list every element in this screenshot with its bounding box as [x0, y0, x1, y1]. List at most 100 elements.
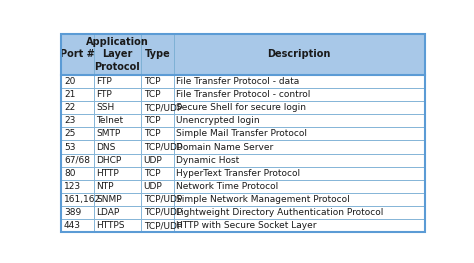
Bar	[61, 88, 94, 101]
Bar	[94, 101, 141, 114]
Bar	[174, 114, 425, 127]
Bar	[61, 140, 94, 154]
Bar	[174, 180, 425, 193]
Bar	[174, 193, 425, 206]
Bar	[141, 101, 174, 114]
Bar	[174, 140, 425, 154]
Text: TCP: TCP	[144, 116, 160, 125]
Bar	[174, 101, 425, 114]
Text: 389: 389	[64, 208, 81, 217]
Text: TCP: TCP	[144, 129, 160, 138]
Bar	[141, 114, 174, 127]
Text: HTTPS: HTTPS	[96, 221, 125, 230]
Bar	[61, 154, 94, 167]
Text: 53: 53	[64, 143, 75, 151]
Bar	[94, 180, 141, 193]
Text: TCP: TCP	[144, 169, 160, 178]
Bar	[94, 206, 141, 219]
Bar	[174, 167, 425, 180]
Text: DHCP: DHCP	[96, 156, 122, 165]
Text: LDAP: LDAP	[96, 208, 119, 217]
Text: 22: 22	[64, 103, 75, 112]
Text: HTTP: HTTP	[96, 169, 119, 178]
Text: TCP/UDP: TCP/UDP	[144, 208, 182, 217]
Text: SSH: SSH	[96, 103, 115, 112]
Bar	[94, 127, 141, 140]
Text: Application
Layer
Protocol: Application Layer Protocol	[86, 37, 149, 72]
Bar	[61, 219, 94, 232]
Text: Telnet: Telnet	[96, 116, 124, 125]
Text: Simple Network Management Protocol: Simple Network Management Protocol	[176, 195, 350, 204]
Bar	[94, 193, 141, 206]
Bar	[61, 101, 94, 114]
Text: Port #: Port #	[60, 49, 95, 59]
Text: Dynamic Host: Dynamic Host	[176, 156, 240, 165]
Text: TCP/UDP: TCP/UDP	[144, 221, 182, 230]
Text: Type: Type	[145, 49, 170, 59]
Bar	[61, 206, 94, 219]
Text: FTP: FTP	[96, 90, 112, 99]
Text: FTP: FTP	[96, 77, 112, 86]
Bar	[141, 167, 174, 180]
Text: 161,162: 161,162	[64, 195, 101, 204]
Text: TCP/UDP: TCP/UDP	[144, 143, 182, 151]
Text: 25: 25	[64, 129, 75, 138]
Text: HTTP with Secure Socket Layer: HTTP with Secure Socket Layer	[176, 221, 317, 230]
Text: TCP: TCP	[144, 90, 160, 99]
Bar	[94, 34, 141, 75]
Bar	[94, 88, 141, 101]
Text: Description: Description	[268, 49, 331, 59]
Bar	[141, 88, 174, 101]
Text: NTP: NTP	[96, 182, 114, 191]
Text: 443: 443	[64, 221, 81, 230]
Text: TCP/UDP: TCP/UDP	[144, 103, 182, 112]
Bar	[61, 114, 94, 127]
Bar	[141, 154, 174, 167]
Text: DNS: DNS	[96, 143, 116, 151]
Bar	[141, 193, 174, 206]
Text: Lightweight Directory Authentication Protocol: Lightweight Directory Authentication Pro…	[176, 208, 384, 217]
Bar	[174, 127, 425, 140]
Text: UDP: UDP	[144, 182, 163, 191]
Text: Domain Name Server: Domain Name Server	[176, 143, 273, 151]
Bar	[94, 154, 141, 167]
Text: Simple Mail Transfer Protocol: Simple Mail Transfer Protocol	[176, 129, 308, 138]
Bar	[141, 127, 174, 140]
Text: 123: 123	[64, 182, 81, 191]
Text: File Transfer Protocol - data: File Transfer Protocol - data	[176, 77, 300, 86]
Text: 21: 21	[64, 90, 75, 99]
Text: 23: 23	[64, 116, 75, 125]
Text: 20: 20	[64, 77, 75, 86]
Bar	[61, 193, 94, 206]
Bar	[61, 167, 94, 180]
Bar	[174, 88, 425, 101]
Bar	[94, 167, 141, 180]
Bar	[141, 140, 174, 154]
Bar	[174, 219, 425, 232]
Bar	[94, 219, 141, 232]
Bar	[141, 34, 174, 75]
Text: TCP: TCP	[144, 77, 160, 86]
Bar	[141, 206, 174, 219]
Bar	[61, 127, 94, 140]
Text: SMTP: SMTP	[96, 129, 121, 138]
Bar	[174, 154, 425, 167]
Bar	[141, 219, 174, 232]
Text: Secure Shell for secure login: Secure Shell for secure login	[176, 103, 306, 112]
Text: Unencrypted login: Unencrypted login	[176, 116, 260, 125]
Bar	[141, 75, 174, 88]
Text: TCP/UDP: TCP/UDP	[144, 195, 182, 204]
Bar	[94, 75, 141, 88]
Bar	[94, 140, 141, 154]
Text: File Transfer Protocol - control: File Transfer Protocol - control	[176, 90, 311, 99]
Bar	[94, 114, 141, 127]
Bar	[174, 206, 425, 219]
Bar	[174, 34, 425, 75]
Text: HyperText Transfer Protocol: HyperText Transfer Protocol	[176, 169, 301, 178]
Text: 67/68: 67/68	[64, 156, 90, 165]
Bar	[61, 75, 94, 88]
Text: Network Time Protocol: Network Time Protocol	[176, 182, 279, 191]
Bar	[141, 180, 174, 193]
Text: 80: 80	[64, 169, 75, 178]
Text: UDP: UDP	[144, 156, 163, 165]
